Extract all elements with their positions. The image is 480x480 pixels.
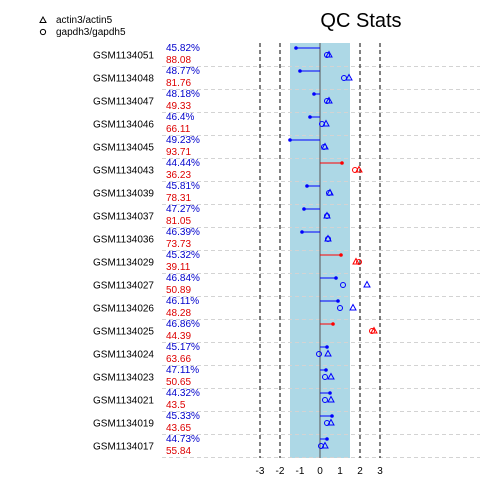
scale-factor-point: [324, 368, 328, 372]
percent-present-label: 47.11%: [166, 365, 199, 376]
scale-factor-point: [325, 345, 329, 349]
scale-factor-point: [305, 184, 309, 188]
legend-label-actin: actin3/actin5: [56, 15, 113, 26]
bg-value-label: 36.23: [166, 170, 191, 181]
sample-id-label: GSM1134045: [93, 143, 154, 154]
x-tick-label: 0: [317, 466, 323, 477]
scale-factor-point: [336, 299, 340, 303]
legend-circle-icon: [40, 29, 45, 34]
scale-factor-point: [288, 138, 292, 142]
scale-factor-point: [330, 414, 334, 418]
bg-value-label: 50.89: [166, 285, 191, 296]
bg-value-label: 81.05: [166, 216, 191, 227]
sample-id-label: GSM1134048: [93, 74, 154, 85]
bg-value-label: 49.33: [166, 101, 191, 112]
percent-present-label: 46.4%: [166, 112, 194, 123]
sample-id-label: GSM1134029: [93, 258, 154, 269]
sample-id-label: GSM1134019: [93, 419, 154, 430]
bg-value-label: 93.71: [166, 147, 191, 158]
percent-present-label: 45.81%: [166, 181, 200, 192]
percent-present-label: 44.32%: [166, 388, 200, 399]
sample-id-label: GSM1134027: [93, 281, 154, 292]
scale-factor-point: [312, 92, 316, 96]
scale-factor-point: [298, 69, 302, 73]
bg-value-label: 78.31: [166, 193, 191, 204]
bg-value-label: 63.66: [166, 354, 191, 365]
percent-present-label: 46.86%: [166, 319, 200, 330]
percent-present-label: 49.23%: [166, 135, 200, 146]
scale-factor-point: [294, 46, 298, 50]
sample-id-label: GSM1134017: [93, 442, 154, 453]
sample-id-label: GSM1134023: [93, 373, 154, 384]
percent-present-label: 44.44%: [166, 158, 200, 169]
sample-id-label: GSM1134026: [93, 304, 154, 315]
bg-value-label: 88.08: [166, 55, 191, 66]
legend-triangle-icon: [40, 17, 46, 23]
bg-value-label: 43.5: [166, 400, 186, 411]
sample-id-label: GSM1134043: [93, 166, 154, 177]
scale-factor-point: [325, 437, 329, 441]
x-tick-label: 1: [337, 466, 343, 477]
actin-ratio-point: [350, 305, 356, 311]
sample-id-label: GSM1134025: [93, 327, 154, 338]
chart-title: QC Stats: [320, 10, 401, 32]
sample-id-label: GSM1134021: [93, 396, 154, 407]
percent-present-label: 48.18%: [166, 89, 200, 100]
sample-id-label: GSM1134047: [93, 97, 154, 108]
percent-present-label: 48.77%: [166, 66, 200, 77]
scale-factor-point: [340, 161, 344, 165]
bg-value-label: 55.84: [166, 446, 191, 457]
bg-value-label: 44.39: [166, 331, 191, 342]
legend-label-gapdh: gapdh3/gapdh5: [56, 27, 126, 38]
percent-present-label: 45.82%: [166, 43, 200, 54]
scale-factor-point: [300, 230, 304, 234]
percent-present-label: 46.11%: [166, 296, 199, 307]
bg-value-label: 66.11: [166, 124, 191, 135]
bg-value-label: 81.76: [166, 78, 191, 89]
scale-factor-point: [328, 391, 332, 395]
percent-present-label: 46.84%: [166, 273, 200, 284]
x-tick-label: -3: [256, 466, 265, 477]
legend: actin3/actin5 gapdh3/gapdh5: [40, 15, 126, 38]
percent-present-label: 45.32%: [166, 250, 200, 261]
scale-factor-point: [339, 253, 343, 257]
actin-ratio-point: [364, 282, 370, 288]
x-axis: -3 -2 -1 0 1 2 3: [256, 466, 384, 477]
sample-id-label: GSM1134037: [93, 212, 154, 223]
percent-present-label: 47.27%: [166, 204, 200, 215]
scale-factor-point: [308, 115, 312, 119]
sample-id-label: GSM1134046: [93, 120, 154, 131]
x-tick-label: 3: [377, 466, 383, 477]
plot-background: [162, 43, 480, 458]
sample-id-label: GSM1134039: [93, 189, 154, 200]
sample-id-label: GSM1134051: [93, 51, 154, 62]
percent-present-label: 45.17%: [166, 342, 200, 353]
x-tick-label: -2: [276, 466, 285, 477]
x-tick-label: 2: [357, 466, 363, 477]
percent-present-label: 46.39%: [166, 227, 200, 238]
sample-id-label: GSM1134036: [93, 235, 154, 246]
x-tick-label: -1: [296, 466, 305, 477]
percent-present-label: 44.73%: [166, 434, 200, 445]
scale-factor-point: [302, 207, 306, 211]
bg-value-label: 73.73: [166, 239, 191, 250]
percent-present-label: 45.33%: [166, 411, 200, 422]
scale-factor-point: [334, 276, 338, 280]
scale-factor-point: [331, 322, 335, 326]
bg-value-label: 39.11: [166, 262, 191, 273]
bg-value-label: 50.65: [166, 377, 191, 388]
bg-value-label: 48.28: [166, 308, 191, 319]
bg-value-label: 43.65: [166, 423, 191, 434]
sample-id-label: GSM1134024: [93, 350, 154, 361]
